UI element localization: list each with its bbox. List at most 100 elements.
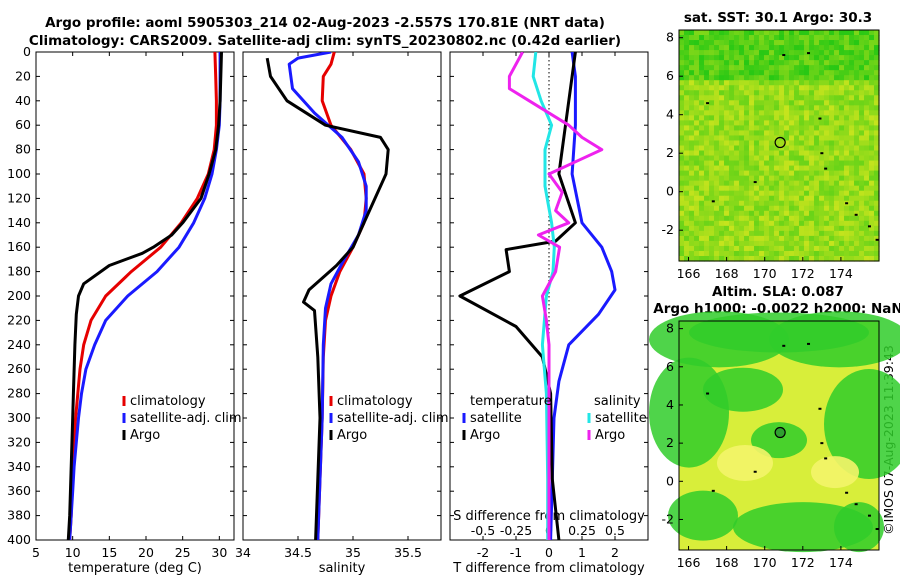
sst-cell bbox=[839, 75, 845, 81]
sst-cell bbox=[769, 185, 775, 192]
sst-cell bbox=[809, 190, 815, 197]
sst-cell bbox=[709, 225, 715, 232]
sst-cell bbox=[839, 245, 845, 252]
sst-cell bbox=[729, 45, 735, 51]
sst-cell bbox=[799, 85, 805, 91]
sst-cell bbox=[679, 145, 685, 152]
sst-cell bbox=[799, 225, 805, 232]
sst-cell bbox=[759, 210, 765, 217]
sst-cell bbox=[849, 160, 855, 167]
sst-cell bbox=[784, 45, 790, 51]
sst-cell bbox=[854, 150, 860, 157]
sst-cell bbox=[804, 45, 810, 51]
difference-series-t-satellite bbox=[549, 52, 617, 540]
sst-cell bbox=[849, 200, 855, 207]
sst-cell bbox=[794, 205, 800, 212]
sst-cell bbox=[729, 105, 735, 111]
sst-cell bbox=[789, 80, 795, 86]
sst-cell bbox=[764, 135, 770, 142]
sst-cell bbox=[859, 130, 865, 137]
sst-cell bbox=[694, 65, 700, 71]
sst-cell bbox=[719, 45, 725, 51]
sst-cell bbox=[739, 105, 745, 111]
sst-cell bbox=[684, 95, 690, 101]
sst-cell bbox=[709, 165, 715, 172]
sst-cell bbox=[779, 90, 785, 96]
sst-cell bbox=[699, 90, 705, 96]
sst-cell bbox=[764, 180, 770, 187]
profile-plots: 0204060801001201401601802002202402602803… bbox=[7, 44, 649, 576]
sst-cell bbox=[784, 255, 790, 262]
sst-cell bbox=[829, 130, 835, 137]
sst-cell bbox=[709, 115, 715, 121]
sst-cell bbox=[739, 135, 745, 142]
sst-cell bbox=[704, 230, 710, 237]
sst-cell bbox=[719, 240, 725, 247]
sst-cell bbox=[744, 205, 750, 212]
sst-cell bbox=[724, 250, 730, 257]
sst-cell bbox=[684, 210, 690, 217]
sst-cell bbox=[864, 30, 870, 36]
sst-cell bbox=[749, 150, 755, 157]
sst-cell bbox=[849, 250, 855, 257]
sst-cell bbox=[774, 230, 780, 237]
sst-cell bbox=[864, 95, 870, 101]
sst-cell bbox=[834, 190, 840, 197]
sst-cell bbox=[739, 140, 745, 147]
sst-cell bbox=[814, 130, 820, 137]
depth-tick-label: 340 bbox=[7, 459, 31, 474]
sst-cell bbox=[709, 175, 715, 182]
sst-cell bbox=[704, 150, 710, 157]
sst-cell bbox=[849, 190, 855, 197]
sst-cell bbox=[734, 165, 740, 172]
sst-cell bbox=[734, 65, 740, 71]
sst-cell bbox=[854, 80, 860, 86]
sst-cell bbox=[819, 55, 825, 61]
sst-cell bbox=[759, 115, 765, 121]
sst-cell bbox=[694, 110, 700, 116]
sst-cell bbox=[729, 210, 735, 217]
sst-cell bbox=[754, 225, 760, 232]
sst-cell bbox=[789, 160, 795, 167]
sst-cell bbox=[869, 205, 875, 212]
temperature-series-climatology bbox=[68, 52, 218, 540]
sst-cell bbox=[849, 150, 855, 157]
sst-cell bbox=[859, 95, 865, 101]
sst-cell bbox=[829, 135, 835, 142]
sst-cell bbox=[734, 245, 740, 252]
sst-cell bbox=[829, 75, 835, 81]
sst-cell bbox=[849, 245, 855, 252]
sst-cell bbox=[729, 50, 735, 56]
sst-cell bbox=[804, 150, 810, 157]
sla-blob bbox=[668, 490, 738, 541]
sst-cell bbox=[739, 145, 745, 152]
sst-cell bbox=[754, 180, 760, 187]
sst-cell bbox=[759, 60, 765, 66]
sst-cell bbox=[874, 255, 880, 262]
sst-cell bbox=[759, 125, 765, 132]
sst-cell bbox=[769, 175, 775, 182]
sst-cell bbox=[784, 195, 790, 202]
sst-cell bbox=[799, 145, 805, 152]
sst-cell bbox=[774, 55, 780, 61]
sst-cell bbox=[719, 195, 725, 202]
island bbox=[711, 489, 715, 492]
sst-cell bbox=[724, 90, 730, 96]
sst-cell bbox=[829, 85, 835, 91]
sst-cell bbox=[814, 90, 820, 96]
sst-cell bbox=[684, 230, 690, 237]
sst-cell bbox=[684, 150, 690, 157]
sst-cell bbox=[729, 165, 735, 172]
sst-cell bbox=[714, 105, 720, 111]
sst-cell bbox=[684, 240, 690, 247]
sst-cell bbox=[834, 140, 840, 147]
sst-cell bbox=[699, 65, 705, 71]
sst-cell bbox=[799, 110, 805, 116]
sst-cell bbox=[839, 125, 845, 132]
sst-cell bbox=[764, 85, 770, 91]
sst-cell bbox=[854, 215, 860, 222]
sst-cell bbox=[854, 40, 860, 46]
sst-cell bbox=[689, 110, 695, 116]
sst-cell bbox=[849, 140, 855, 147]
